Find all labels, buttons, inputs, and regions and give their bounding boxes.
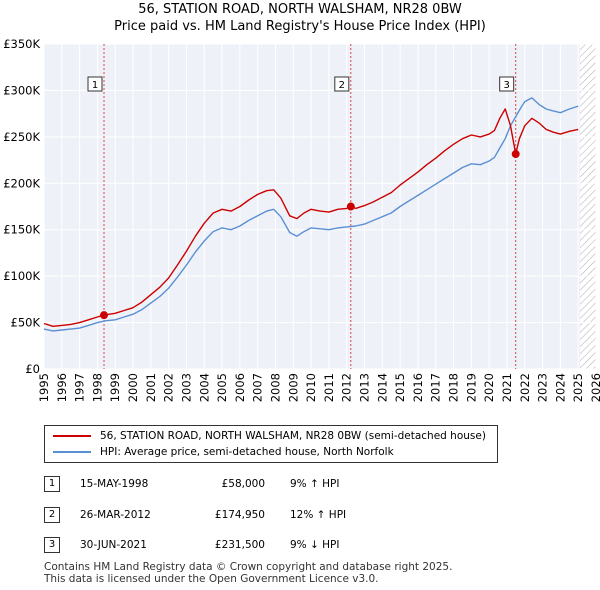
x-tick-label: 2006 <box>233 373 247 402</box>
y-tick-label: £350K <box>3 37 40 51</box>
hpi-line <box>43 97 579 332</box>
x-tick-label: 2002 <box>162 373 176 402</box>
x-tick-label: 2005 <box>215 373 229 402</box>
x-tick-label: 1995 <box>37 373 51 402</box>
x-tick-label: 2016 <box>411 373 425 402</box>
footer-licence: This data is licensed under the Open Gov… <box>44 573 379 585</box>
sale-label-number: 1 <box>92 80 98 91</box>
x-tick-label: 2019 <box>464 373 478 402</box>
x-tick-label: 2025 <box>571 373 585 402</box>
x-tick-label: 2009 <box>286 373 300 402</box>
x-tick-label: 2020 <box>482 373 496 402</box>
x-tick-label: 2015 <box>393 373 407 402</box>
property-price-line <box>43 108 579 327</box>
sale-hpi-comparison: 9% ↑ HPI <box>290 478 340 490</box>
price-chart: £0 £50K £100K £150K £200K £250K £300K £350K 1995… <box>3 37 600 402</box>
sale-price: £231,500 <box>214 539 265 551</box>
sale-number-badge: 2 <box>44 507 60 523</box>
sale-price: £174,950 <box>214 509 265 521</box>
x-tick-label: 2014 <box>375 373 389 402</box>
chart-legend: 56, STATION ROAD, NORTH WALSHAM, NR28 0B… <box>44 425 498 463</box>
sale-label-box <box>499 76 515 92</box>
sale-point <box>346 202 355 211</box>
y-tick-label: £100K <box>3 269 40 283</box>
sale-date: 26-MAR-2012 <box>80 509 151 521</box>
x-tick-label: 2017 <box>429 373 443 402</box>
x-tick-label: 1996 <box>55 373 69 402</box>
sale-number-badge: 3 <box>44 537 60 553</box>
sale-label-number: 3 <box>504 80 510 91</box>
x-tick-label: 2008 <box>268 373 282 402</box>
sale-number-badge: 1 <box>44 476 60 492</box>
sale-label-box <box>87 76 103 92</box>
x-tick-label: 1999 <box>108 373 122 402</box>
y-tick-label: £0 <box>25 362 40 376</box>
x-tick-label: 2007 <box>251 373 265 402</box>
sale-price: £58,000 <box>221 478 265 490</box>
chart-title: 56, STATION ROAD, NORTH WALSHAM, NR28 0B… <box>138 2 462 17</box>
y-tick-label: £250K <box>3 130 40 144</box>
footer-copyright: Contains HM Land Registry data © Crown c… <box>44 561 453 573</box>
sale-hpi-comparison: 12% ↑ HPI <box>290 509 347 521</box>
sale-label-box <box>334 76 350 92</box>
legend-label-property: 56, STATION ROAD, NORTH WALSHAM, NR28 0B… <box>100 430 486 442</box>
sale-hpi-comparison: 9% ↓ HPI <box>290 539 340 551</box>
forecast-region-hatch <box>579 44 596 369</box>
y-tick-label: £150K <box>3 223 40 237</box>
x-tick-label: 2022 <box>518 373 532 402</box>
x-tick-label: 2021 <box>500 373 514 402</box>
plot-area <box>44 44 596 369</box>
y-tick-label: £300K <box>3 83 40 97</box>
x-tick-label: 2010 <box>304 373 318 402</box>
legend-line-property <box>53 435 91 437</box>
sale-point <box>100 311 109 320</box>
chart-subtitle: Price paid vs. HM Land Registry's House … <box>114 19 486 34</box>
sale-date: 30-JUN-2021 <box>80 539 147 551</box>
x-tick-label: 2018 <box>447 373 461 402</box>
x-tick-label: 2003 <box>179 373 193 402</box>
sale-label-number: 2 <box>339 80 345 91</box>
x-tick-label: 2026 <box>589 373 600 402</box>
x-tick-label: 2004 <box>197 373 211 402</box>
legend-label-hpi: HPI: Average price, semi-detached house,… <box>100 446 394 458</box>
sale-point <box>511 150 520 159</box>
y-tick-label: £50K <box>11 316 41 330</box>
x-tick-label: 1998 <box>90 373 104 402</box>
legend-line-hpi <box>53 451 91 453</box>
x-tick-label: 2024 <box>553 373 567 402</box>
x-tick-label: 2001 <box>144 373 158 402</box>
x-tick-label: 2023 <box>536 373 550 402</box>
x-tick-label: 1997 <box>73 373 87 402</box>
sale-date: 15-MAY-1998 <box>80 478 149 490</box>
x-tick-label: 2011 <box>322 373 336 402</box>
y-tick-label: £200K <box>3 176 40 190</box>
x-tick-label: 2013 <box>358 373 372 402</box>
x-tick-label: 2000 <box>126 373 140 402</box>
x-tick-label: 2012 <box>340 373 354 402</box>
